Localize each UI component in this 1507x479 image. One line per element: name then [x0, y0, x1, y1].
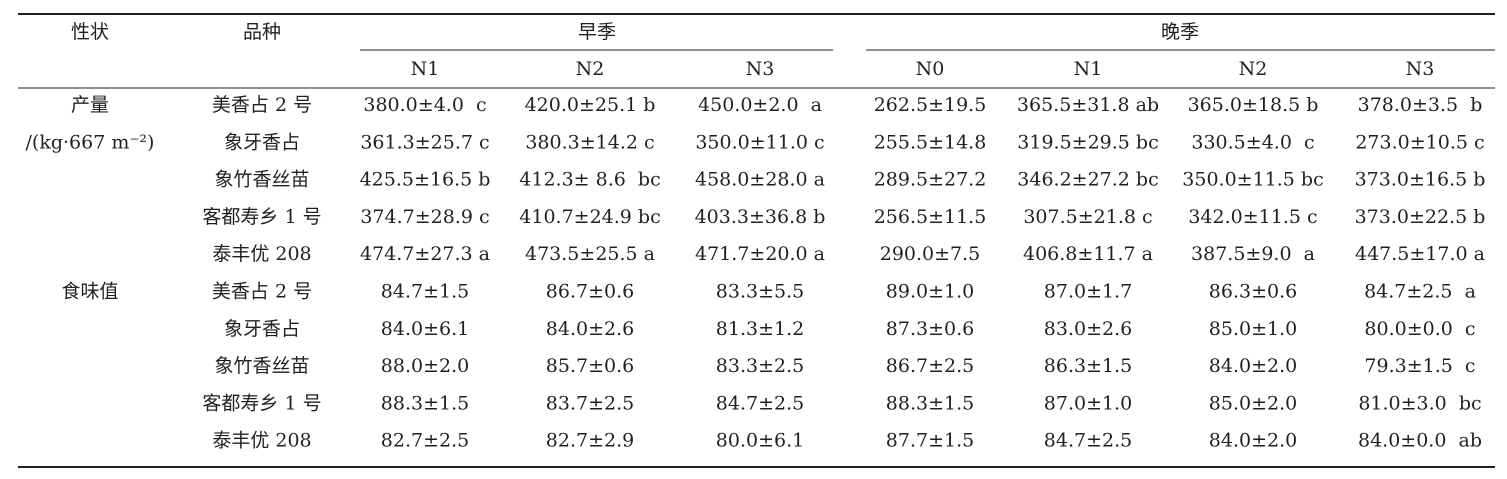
cell: 319.5±29.5 bc: [1017, 131, 1158, 153]
cell: 361.3±25.7 c: [360, 131, 489, 153]
cell: 342.0±11.5 c: [1188, 206, 1317, 228]
cell: 346.2±27.2 bc: [1017, 169, 1158, 191]
cell: 473.5±25.5 a: [525, 243, 655, 265]
cell: 87.7±1.5: [886, 430, 974, 452]
cell: 88.0±2.0: [381, 355, 469, 377]
trait-label: 产量: [71, 94, 109, 116]
cell: 86.3±0.6: [1209, 281, 1297, 303]
variety: 美香占 2 号: [212, 94, 312, 116]
cell: 458.0±28.0 a: [695, 169, 825, 191]
cell: 425.5±16.5 b: [360, 169, 491, 191]
header-trait: 性状: [71, 21, 109, 43]
cell: 85.7±0.6: [546, 355, 634, 377]
column-header: N1: [411, 58, 440, 80]
variety: 象竹香丝苗: [214, 169, 309, 191]
variety: 象竹香丝苗: [214, 355, 309, 377]
cell: 380.3±14.2 c: [525, 131, 654, 153]
variety: 象牙香占: [224, 318, 300, 340]
column-header: N3: [1406, 58, 1435, 80]
cell: 290.0±7.5: [880, 243, 981, 265]
column-header: N3: [746, 58, 775, 80]
cell: 82.7±2.5: [381, 430, 469, 452]
season-label: 早季: [578, 21, 616, 43]
cell: 373.0±22.5 b: [1355, 206, 1486, 228]
cell: 255.5±14.8: [874, 131, 987, 153]
column-header: N1: [1074, 58, 1103, 80]
cell: 79.3±1.5 c: [1364, 355, 1475, 377]
cell: 87.0±1.0: [1044, 392, 1132, 414]
cell: 420.0±25.1 b: [525, 94, 656, 116]
cell: 84.0±2.6: [546, 318, 634, 340]
variety: 泰丰优 208: [212, 243, 311, 265]
cell: 412.3± 8.6 bc: [519, 169, 660, 191]
cell: 89.0±1.0: [886, 281, 974, 303]
cell: 81.3±1.2: [716, 318, 804, 340]
cell: 447.5±17.0 a: [1355, 243, 1485, 265]
cell: 262.5±19.5: [874, 94, 987, 116]
trait-unit: /(kg·667 m⁻²): [26, 131, 155, 153]
cell: 83.3±5.5: [716, 281, 804, 303]
cell: 330.5±4.0 c: [1191, 131, 1314, 153]
cell: 84.7±1.5: [381, 281, 469, 303]
variety: 泰丰优 208: [212, 430, 311, 452]
cell: 410.7±24.9 bc: [519, 206, 660, 228]
cell: 84.0±6.1: [381, 318, 469, 340]
cell: 81.0±3.0 bc: [1358, 392, 1481, 414]
cell: 87.0±1.7: [1044, 281, 1132, 303]
cell: 85.0±2.0: [1209, 392, 1297, 414]
trait-label: 食味值: [61, 281, 118, 303]
column-header: N2: [576, 58, 605, 80]
cell: 88.3±1.5: [886, 392, 974, 414]
cell: 350.0±11.0 c: [695, 131, 824, 153]
cell: 86.7±2.5: [886, 355, 974, 377]
cell: 450.0±2.0 a: [698, 94, 822, 116]
variety: 象牙香占: [224, 131, 300, 153]
cell: 82.7±2.9: [546, 430, 634, 452]
cell: 365.5±31.8 ab: [1017, 94, 1159, 116]
cell: 80.0±0.0 c: [1364, 318, 1475, 340]
cell: 403.3±36.8 b: [695, 206, 826, 228]
cell: 86.3±1.5: [1044, 355, 1132, 377]
cell: 474.7±27.3 a: [360, 243, 490, 265]
cell: 365.0±18.5 b: [1188, 94, 1319, 116]
season-label: 晚季: [1161, 21, 1199, 43]
cell: 83.3±2.5: [716, 355, 804, 377]
cell: 471.7±20.0 a: [695, 243, 825, 265]
cell: 373.0±16.5 b: [1355, 169, 1486, 191]
column-header: N2: [1239, 58, 1268, 80]
cell: 83.7±2.5: [546, 392, 634, 414]
cell: 374.7±28.9 c: [360, 206, 489, 228]
cell: 350.0±11.5 bc: [1182, 169, 1323, 191]
cell: 83.0±2.6: [1044, 318, 1132, 340]
cell: 84.0±0.0 ab: [1358, 430, 1482, 452]
cell: 85.0±1.0: [1209, 318, 1297, 340]
cell: 380.0±4.0 c: [363, 94, 486, 116]
cell: 88.3±1.5: [381, 392, 469, 414]
cell: 406.8±11.7 a: [1023, 243, 1153, 265]
cell: 87.3±0.6: [886, 318, 974, 340]
cell: 273.0±10.5 c: [1355, 131, 1484, 153]
variety: 美香占 2 号: [212, 281, 312, 303]
cell: 84.0±2.0: [1209, 430, 1297, 452]
cell: 289.5±27.2: [874, 169, 987, 191]
cell: 307.5±21.8 c: [1023, 206, 1152, 228]
header-variety: 品种: [243, 21, 281, 43]
cell: 378.0±3.5 b: [1358, 94, 1483, 116]
cell: 256.5±11.5: [874, 206, 987, 228]
cell: 86.7±0.6: [546, 281, 634, 303]
cell: 84.7±2.5 a: [1364, 281, 1476, 303]
variety: 客都寿乡 1 号: [202, 392, 321, 414]
cell: 387.5±9.0 a: [1191, 243, 1315, 265]
cell: 84.7±2.5: [716, 392, 804, 414]
cell: 80.0±6.1: [716, 430, 804, 452]
cell: 84.7±2.5: [1044, 430, 1132, 452]
column-header: N0: [916, 58, 945, 80]
cell: 84.0±2.0: [1209, 355, 1297, 377]
variety: 客都寿乡 1 号: [202, 206, 321, 228]
